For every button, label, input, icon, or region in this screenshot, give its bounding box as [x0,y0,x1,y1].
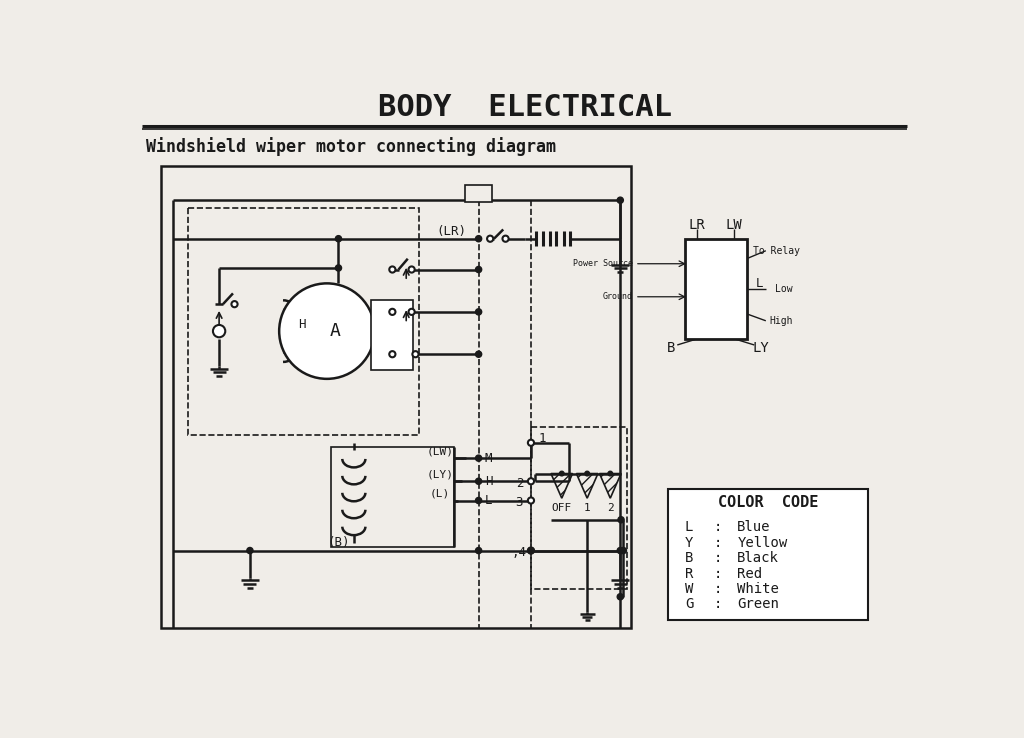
Text: H: H [484,475,493,488]
Text: W: W [685,582,693,596]
Circle shape [608,472,612,476]
Text: Power Source: Power Source [572,259,633,268]
Text: A: A [329,322,340,340]
Text: BODY  ELECTRICAL: BODY ELECTRICAL [378,93,672,123]
Text: 1: 1 [584,503,591,513]
Bar [162,165,631,627]
Bar [371,300,413,370]
Circle shape [475,455,481,461]
Circle shape [475,351,481,357]
Text: L: L [685,520,693,534]
Text: COLOR  CODE: COLOR CODE [718,495,818,510]
Text: To Relay: To Relay [754,246,801,256]
Text: (L): (L) [430,489,451,499]
Text: L: L [484,494,493,507]
Circle shape [247,548,253,554]
Text: Ground: Ground [602,292,633,301]
Text: :: : [714,567,722,581]
Bar [188,208,419,435]
Text: White: White [737,582,779,596]
Circle shape [409,308,415,315]
Circle shape [528,548,535,554]
Circle shape [617,197,624,203]
Circle shape [413,351,419,357]
Text: L: L [756,277,763,290]
Text: LR: LR [689,218,706,232]
Text: 2: 2 [516,477,523,490]
Text: 3: 3 [516,497,523,509]
Text: (LY): (LY) [427,469,454,479]
Text: G: G [685,598,693,612]
Circle shape [528,548,535,554]
Circle shape [528,497,535,503]
Bar [685,238,746,339]
Text: Yellow: Yellow [737,536,787,550]
Circle shape [231,301,238,307]
Text: :: : [714,536,722,550]
Circle shape [528,478,535,484]
Bar [465,184,493,201]
Text: Red: Red [737,567,763,581]
Text: R: R [685,567,693,581]
Text: :: : [714,598,722,612]
Text: (LR): (LR) [436,224,467,238]
Circle shape [389,351,395,357]
Bar [668,489,868,620]
Circle shape [280,283,375,379]
Circle shape [336,235,342,242]
Text: :: : [714,520,722,534]
Text: :: : [714,551,722,565]
Circle shape [213,325,225,337]
Text: (LW): (LW) [427,446,454,456]
Text: B: B [474,186,482,200]
Text: LY: LY [752,341,769,355]
Circle shape [585,472,590,476]
Text: Low: Low [775,283,793,294]
Circle shape [336,265,342,271]
Circle shape [389,266,395,272]
Text: (B): (B) [328,537,350,549]
Circle shape [617,517,625,523]
Circle shape [487,235,494,242]
Text: :: : [714,582,722,596]
Circle shape [617,593,624,600]
Text: Blue: Blue [737,520,771,534]
Text: B: B [685,551,693,565]
Bar [331,446,454,547]
Text: Y: Y [685,536,693,550]
Circle shape [475,497,481,503]
Circle shape [475,548,481,554]
Circle shape [617,548,624,554]
Text: M: M [484,452,493,465]
Text: ,4: ,4 [512,546,527,559]
Text: Black: Black [737,551,779,565]
Text: B: B [667,341,675,355]
Text: LW: LW [726,218,742,232]
Text: Windshield wiper motor connecting diagram: Windshield wiper motor connecting diagra… [146,137,556,156]
Circle shape [389,308,395,315]
Circle shape [475,235,481,242]
Circle shape [621,548,627,554]
Circle shape [475,308,481,315]
Text: High: High [769,316,793,325]
Text: 1: 1 [539,432,546,446]
Bar [531,427,628,589]
Circle shape [503,235,509,242]
Text: OFF: OFF [552,503,571,513]
Circle shape [475,266,481,272]
Text: Green: Green [737,598,779,612]
Circle shape [475,478,481,484]
Circle shape [409,266,415,272]
Circle shape [559,472,564,476]
Text: 2: 2 [607,503,613,513]
Text: H: H [299,319,306,331]
Circle shape [528,440,535,446]
